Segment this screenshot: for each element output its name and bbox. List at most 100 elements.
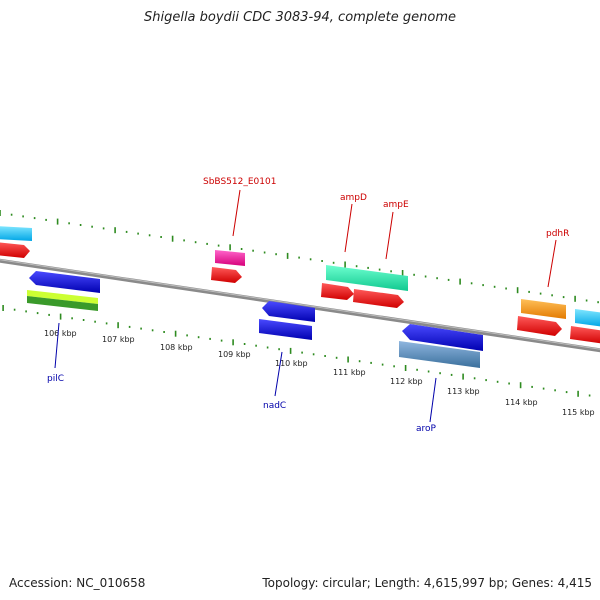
- minor-tick: [585, 299, 588, 302]
- minor-tick: [482, 284, 484, 287]
- gene-arrow-blue[interactable]: [262, 301, 315, 322]
- minor-tick: [94, 320, 96, 323]
- gene-label-pdhr[interactable]: pdhR: [546, 229, 569, 239]
- gene-arrow-steelblue[interactable]: [399, 341, 480, 368]
- gene-arrow-blue[interactable]: [259, 319, 312, 340]
- gene-arrow-blue[interactable]: [29, 271, 100, 293]
- gene-arrow-orange[interactable]: [521, 299, 566, 319]
- minor-tick: [485, 379, 487, 382]
- minor-tick: [439, 372, 441, 375]
- accession-text: Accession: NC_010658: [9, 576, 146, 590]
- minor-tick: [542, 387, 545, 390]
- gene-arrow-red[interactable]: [211, 267, 242, 283]
- minor-tick: [324, 355, 326, 357]
- major-tick: [117, 322, 119, 329]
- gene-label-sbbs512-e0101[interactable]: SbBS512_E0101: [203, 177, 276, 187]
- minor-tick: [82, 319, 85, 321]
- minor-tick: [105, 322, 108, 325]
- scale-label: 112 kbp: [390, 377, 423, 386]
- minor-tick: [91, 225, 93, 228]
- minor-tick: [186, 334, 188, 337]
- gene-arrow-green[interactable]: [27, 296, 98, 311]
- gene-arrow-red[interactable]: [517, 316, 562, 336]
- gene-arrow-mint[interactable]: [326, 265, 408, 291]
- minor-tick: [508, 382, 510, 385]
- gene-label-nadc[interactable]: nadC: [263, 401, 286, 411]
- gene-arrow-cyan[interactable]: [0, 226, 32, 241]
- gene-arrow-blue[interactable]: [402, 324, 483, 351]
- minor-tick: [298, 256, 300, 259]
- minor-tick: [554, 389, 556, 392]
- minor-tick: [137, 232, 139, 235]
- gene-arrow-cyan[interactable]: [575, 309, 600, 327]
- major-tick: [347, 356, 349, 363]
- major-tick: [574, 295, 576, 302]
- map-title: Shigella boydii CDC 3083-94, complete ge…: [143, 10, 457, 25]
- minor-tick: [436, 277, 438, 280]
- minor-tick: [505, 287, 507, 290]
- minor-tick: [209, 337, 211, 340]
- minor-tick: [539, 292, 542, 295]
- gene-label-ampe[interactable]: ampE: [383, 200, 409, 210]
- major-tick: [56, 218, 59, 225]
- minor-tick: [496, 380, 499, 383]
- minor-tick: [151, 329, 154, 332]
- leader-line: [232, 189, 241, 237]
- minor-tick: [565, 391, 568, 394]
- minor-tick: [22, 215, 24, 218]
- leader-line: [385, 211, 394, 260]
- minor-tick: [25, 310, 27, 313]
- gene-arrow-red[interactable]: [321, 283, 354, 300]
- minor-tick: [312, 353, 315, 356]
- leader-line: [54, 322, 60, 369]
- gene-arrow-pink[interactable]: [215, 250, 245, 266]
- major-tick: [174, 330, 177, 337]
- tick-row-lower: [2, 305, 591, 397]
- minor-tick: [416, 368, 418, 371]
- topology-summary: Topology: circular; Length: 4,615,997 bp…: [262, 576, 592, 590]
- major-tick: [114, 227, 116, 234]
- gene-label-arop[interactable]: aroP: [416, 424, 437, 434]
- gene-label-pilc[interactable]: pilC: [47, 374, 64, 384]
- minor-tick: [309, 258, 312, 261]
- minor-tick: [427, 370, 430, 373]
- major-tick: [0, 210, 1, 216]
- minor-tick: [332, 261, 335, 264]
- minor-tick: [378, 268, 381, 271]
- major-tick: [516, 287, 519, 294]
- leader-line: [344, 203, 353, 253]
- scale-label: 109 kbp: [218, 350, 251, 359]
- minor-tick: [206, 242, 208, 245]
- minor-tick: [390, 270, 392, 273]
- minor-tick: [358, 360, 361, 363]
- major-tick: [462, 373, 464, 380]
- minor-tick: [217, 244, 220, 247]
- minor-tick: [243, 343, 246, 345]
- gene-arrow-red[interactable]: [353, 289, 404, 308]
- major-tick: [289, 347, 292, 354]
- minor-tick: [493, 285, 496, 288]
- genome-backbone-highlight: [0, 259, 600, 350]
- minor-tick: [321, 260, 323, 262]
- minor-tick: [68, 222, 70, 225]
- gene-arrow-red[interactable]: [0, 242, 30, 258]
- major-tick: [577, 390, 579, 397]
- major-tick: [59, 313, 62, 320]
- minor-tick: [528, 290, 530, 293]
- minor-tick: [220, 339, 223, 342]
- minor-tick: [10, 213, 13, 216]
- minor-tick: [48, 313, 50, 316]
- major-tick: [404, 365, 407, 371]
- minor-tick: [335, 356, 338, 359]
- minor-tick: [13, 308, 16, 311]
- minor-tick: [597, 301, 599, 304]
- gene-arrow-red[interactable]: [570, 326, 600, 344]
- gene-label-ampd[interactable]: ampD: [340, 193, 367, 203]
- minor-tick: [71, 317, 73, 320]
- minor-tick: [447, 278, 450, 281]
- major-tick: [2, 305, 4, 311]
- gene-arrow-yellowgreen[interactable]: [27, 290, 98, 304]
- minor-tick: [275, 253, 277, 256]
- minor-tick: [36, 312, 39, 315]
